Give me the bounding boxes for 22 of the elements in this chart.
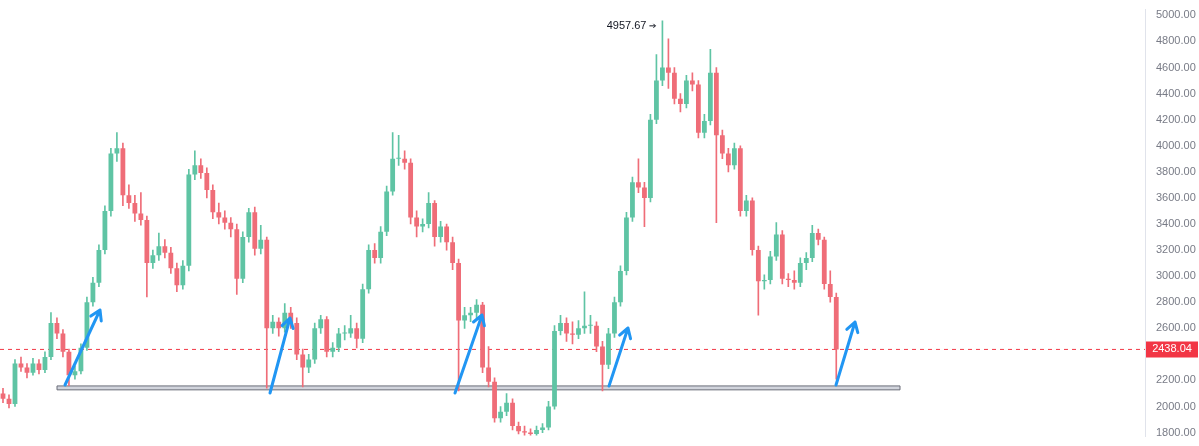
y-tick-label: 2000.00 [1156,399,1196,412]
candlestick [791,270,797,290]
candlestick [114,132,120,162]
y-tick-label: 4200.00 [1156,112,1196,125]
y-tick-label: 2600.00 [1156,321,1196,334]
y-tick-label: 4000.00 [1156,138,1196,151]
y-tick-label: 4600.00 [1156,60,1196,73]
y-tick-label: 3000.00 [1156,269,1196,282]
candlestick [803,252,809,270]
y-tick-label: 4400.00 [1156,86,1196,99]
annotation: 4957.67 [606,18,647,31]
y-tick-label: 5000.00 [1156,8,1196,21]
ref-line-label: 2438.04 [1152,342,1192,355]
candlestick [138,192,144,226]
y-tick-label: 4800.00 [1156,34,1196,47]
y-tick-label: 3600.00 [1156,190,1196,203]
y-tick-label: 3200.00 [1156,243,1196,256]
y-tick-label: 2800.00 [1156,295,1196,308]
y-tick-label: 1800.00 [1156,425,1196,438]
y-tick-label: 2200.00 [1156,373,1196,386]
y-tick-label: 3800.00 [1156,164,1196,177]
y-tick-label: 3400.00 [1156,217,1196,230]
